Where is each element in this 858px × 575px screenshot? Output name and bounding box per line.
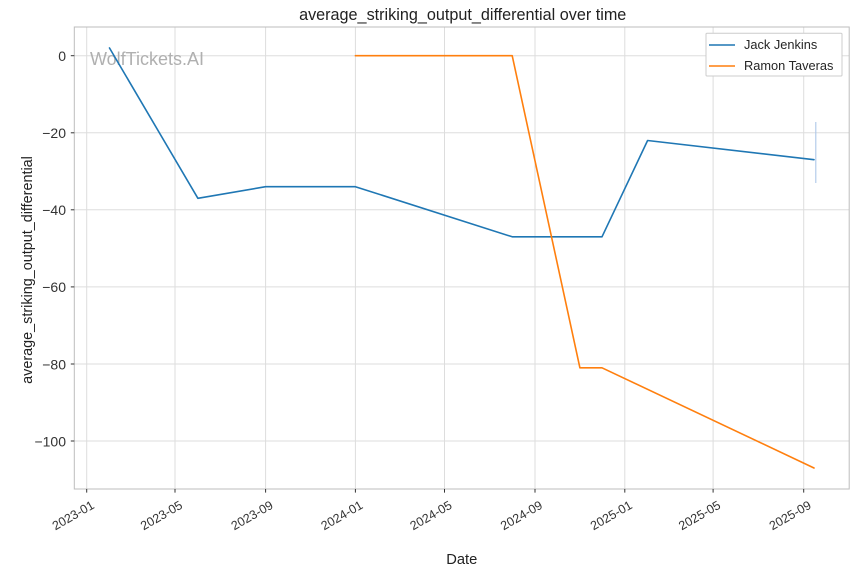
svg-text:Ramon Taveras: Ramon Taveras [744, 58, 833, 73]
svg-text:2024-01: 2024-01 [319, 498, 366, 533]
svg-text:2023-01: 2023-01 [50, 498, 97, 533]
svg-text:2025-05: 2025-05 [676, 498, 723, 533]
svg-text:2025-09: 2025-09 [767, 498, 814, 533]
svg-text:−20: −20 [42, 125, 66, 141]
svg-text:−80: −80 [42, 356, 66, 372]
svg-text:0: 0 [58, 48, 66, 64]
svg-text:−100: −100 [34, 433, 66, 449]
svg-text:2025-01: 2025-01 [588, 498, 635, 533]
svg-text:−40: −40 [42, 202, 66, 218]
svg-text:−60: −60 [42, 279, 66, 295]
svg-text:2023-05: 2023-05 [138, 498, 185, 533]
svg-text:2024-05: 2024-05 [408, 498, 455, 533]
svg-text:2023-09: 2023-09 [229, 498, 276, 533]
svg-text:Jack Jenkins: Jack Jenkins [744, 37, 817, 52]
svg-text:WolfTickets.AI: WolfTickets.AI [90, 49, 204, 69]
svg-text:2024-09: 2024-09 [498, 498, 545, 533]
